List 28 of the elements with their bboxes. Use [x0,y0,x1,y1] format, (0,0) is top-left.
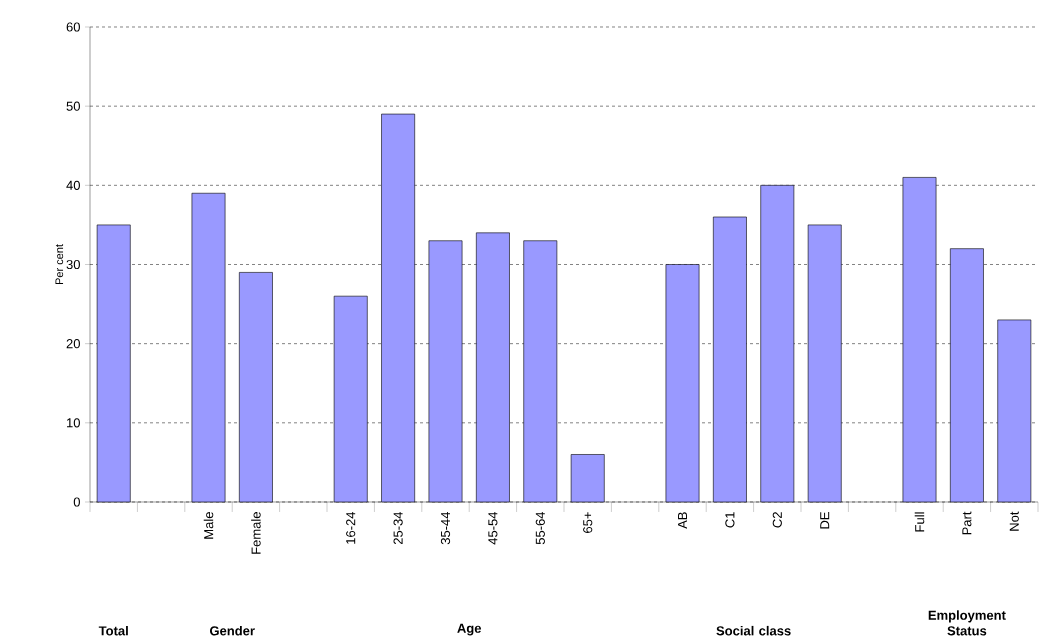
text: Age [457,623,482,636]
text: Social class [716,625,791,636]
y-tick-label: 50 [66,101,80,111]
x-tick-label: DE [820,512,830,529]
x-tick-label: Full [914,512,925,532]
x-tick-label: C1 [725,512,735,528]
x-tick-label: AB [678,512,687,529]
y-tick-label: 10 [67,418,80,428]
x-tick-label: 25-34 [393,511,403,545]
x-tick-label: 45-54 [488,511,498,545]
x-tick-label: 65+ [583,512,593,533]
x-tick-label: 55-64 [535,511,545,545]
x-tick-label: 35-44 [440,511,451,545]
x-tick-label: Not [1009,511,1019,531]
x-tick-label: Female [251,512,261,554]
y-tick-label: 30 [66,259,80,270]
text: Employment Status [928,610,1006,636]
y-tick-label: 60 [66,22,80,32]
x-tick-label: Male [203,512,214,539]
x-tick-label: 16-24 [346,511,356,544]
y-tick-label: 0 [73,497,80,507]
x-tick-label: C2 [772,512,782,528]
y-tick-label: 40 [66,180,80,190]
text: Total [98,625,128,636]
y-tick-label: 20 [66,339,80,349]
y-axis-title: Per cent [55,244,64,285]
text: Gender [209,625,255,636]
x-tick-label: Part [962,511,972,535]
